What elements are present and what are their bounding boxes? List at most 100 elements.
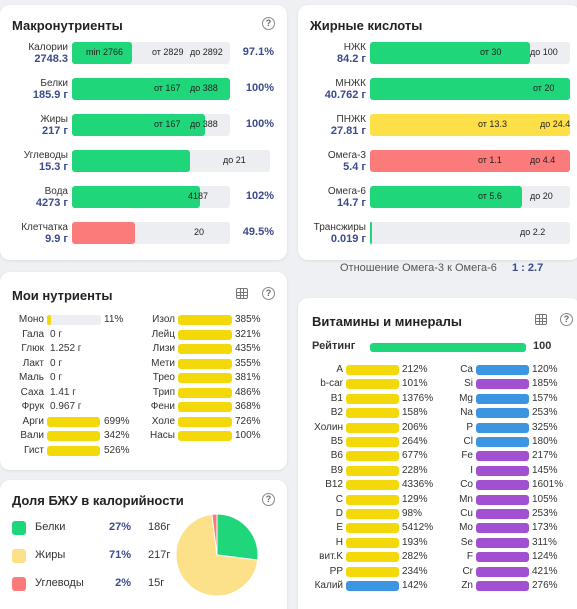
vitamin-name: F xyxy=(466,551,473,563)
bar xyxy=(476,581,529,591)
range-label: до 2892 xyxy=(190,47,223,57)
vitamin-value: 264% xyxy=(402,436,428,447)
nutrient-value: 726% xyxy=(235,415,261,427)
bar xyxy=(346,408,399,419)
nutrient-name: Фрук xyxy=(21,401,44,412)
bar xyxy=(72,186,200,208)
bar xyxy=(476,494,529,505)
bar xyxy=(476,465,529,476)
card-title: Жирные кислоты xyxy=(310,18,423,33)
vitamin-value: 253% xyxy=(532,407,558,419)
bar xyxy=(476,451,529,462)
vitamin-value: 173% xyxy=(532,522,558,534)
bar xyxy=(178,402,232,412)
bar xyxy=(47,445,100,456)
nutrient-name: Вали xyxy=(20,430,44,441)
vitamin-name: PP xyxy=(329,565,343,577)
bar xyxy=(72,150,190,172)
help-icon[interactable]: ? xyxy=(262,493,275,506)
acid-value: 0.019 г xyxy=(330,233,366,245)
nutrient-value: 11% xyxy=(104,314,124,325)
vitamin-value: 4336% xyxy=(402,479,434,491)
vitamin-name: b-car xyxy=(320,378,343,390)
vitamin-name: E xyxy=(336,522,343,534)
bar xyxy=(178,315,232,325)
vitamin-value: 212% xyxy=(402,364,428,375)
bar xyxy=(476,422,529,433)
bar xyxy=(346,537,399,548)
nutrient-value: 699% xyxy=(104,415,130,427)
bar xyxy=(346,422,399,433)
range-label: до 21 xyxy=(223,155,246,165)
nutrient-value: 217 г xyxy=(42,125,68,137)
nutrient-value: 0.967 г xyxy=(50,401,82,412)
vitamin-name: Si xyxy=(464,378,473,390)
nutrient-name: Фени xyxy=(150,401,175,412)
card-title: Мои нутриенты xyxy=(12,288,113,303)
pie-chart xyxy=(175,513,259,597)
vitamin-value: 282% xyxy=(402,551,428,563)
bar xyxy=(178,329,232,340)
vitamin-name: H xyxy=(335,536,343,548)
pie-slice xyxy=(175,513,259,597)
vitamins-card: Витамины и минералы ? Рейтинг 100 A 212% b-c… xyxy=(298,298,577,609)
bar xyxy=(72,78,230,100)
vitamin-name: Cr xyxy=(462,565,473,577)
range-label: от 13.3 xyxy=(478,119,507,129)
macro-card: Макронутриенты ? Калории 2748.3 min 2766 от… xyxy=(0,5,287,260)
help-icon[interactable]: ? xyxy=(560,313,573,326)
nutrient-value: 368% xyxy=(235,401,261,412)
acid-value: 27.81 г xyxy=(330,125,366,137)
bar xyxy=(346,379,399,390)
range-label: до 24.4 xyxy=(540,119,571,129)
bar xyxy=(476,509,529,519)
bar xyxy=(476,552,529,563)
table-icon[interactable] xyxy=(535,314,547,325)
nutrient-name: Лизи xyxy=(152,343,175,354)
bar xyxy=(370,42,530,64)
vitamin-value: 325% xyxy=(532,421,558,433)
vitamin-name: Cl xyxy=(463,436,473,447)
vitamin-name: B5 xyxy=(330,436,343,447)
nutrient-value: 355% xyxy=(235,357,261,369)
vitamin-name: B12 xyxy=(325,479,343,491)
pie-slice xyxy=(211,513,218,556)
nutrient-value: 486% xyxy=(235,386,261,398)
vitamin-value: 253% xyxy=(532,508,558,519)
bar xyxy=(476,379,529,390)
nutrient-value: 526% xyxy=(104,444,130,456)
vitamin-name: A xyxy=(336,364,343,375)
vitamin-name: Fe xyxy=(461,450,473,462)
help-icon[interactable]: ? xyxy=(262,17,275,30)
help-icon[interactable]: ? xyxy=(262,287,275,300)
nutrient-name: Изол xyxy=(152,314,175,325)
fatty-card: Жирные кислоты НЖК 84.2 г от 30 до 100 МНЖК 4… xyxy=(298,5,577,274)
nutrient-value: 9.9 г xyxy=(45,233,68,245)
vitamin-value: 101% xyxy=(402,378,428,390)
card-title: Доля БЖУ в калорийности xyxy=(12,493,184,508)
range-label: от 30 xyxy=(480,47,502,57)
bar xyxy=(476,566,529,577)
table-icon[interactable] xyxy=(236,288,248,299)
nutrient-name: Калории xyxy=(28,42,68,53)
vitamin-value: 124% xyxy=(532,551,558,563)
vitamin-name: P xyxy=(466,421,473,433)
bar xyxy=(370,114,570,136)
range-label: min 2766 xyxy=(86,47,124,57)
nutrient-name: Трео xyxy=(152,372,175,383)
range-label: до 4.4 xyxy=(530,155,556,165)
nutrient-value: 1.252 г xyxy=(50,343,82,354)
bar xyxy=(370,343,526,352)
acid-name: Омега-6 xyxy=(327,186,366,197)
legend-swatch xyxy=(12,549,26,563)
bar xyxy=(346,393,399,404)
nutrient-name: Белки xyxy=(40,78,68,89)
vitamin-value: 217% xyxy=(532,450,558,462)
nutrient-name: Гист xyxy=(23,444,44,456)
range-label: до 2.2 xyxy=(520,227,546,237)
legend-share: 2% xyxy=(115,577,131,589)
nutrient-value: 321% xyxy=(235,328,261,340)
vitamin-value: 276% xyxy=(532,580,558,591)
vitamin-value: 158% xyxy=(402,407,428,419)
